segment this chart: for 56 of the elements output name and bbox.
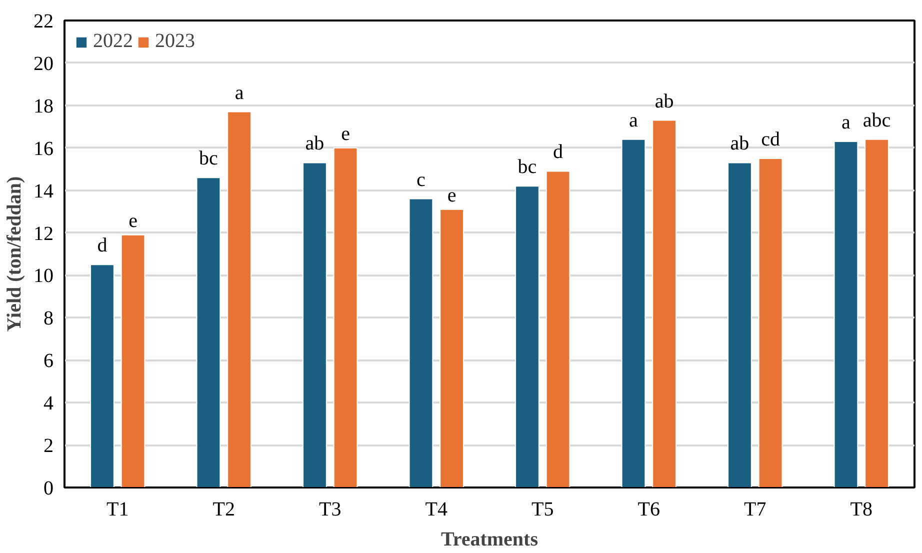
y-tick-label: 8 [44, 308, 54, 330]
data-label: ab [305, 132, 324, 155]
y-tick-label: 18 [34, 95, 54, 118]
bar [728, 162, 752, 488]
x-axis-title: Treatments [440, 528, 538, 550]
bar [302, 162, 327, 488]
bar [515, 186, 540, 488]
x-tick-label: T1 [106, 498, 129, 520]
x-tick-label: T5 [532, 498, 554, 520]
data-label: cd [761, 128, 780, 150]
data-label: abc [862, 109, 891, 132]
data-label: d [553, 141, 564, 164]
data-label: e [447, 184, 456, 206]
x-tick-label: T4 [425, 498, 448, 520]
bar [90, 264, 114, 488]
data-label: bc [199, 148, 218, 170]
x-tick-label: T7 [744, 498, 766, 520]
legend-label: 2022 [93, 30, 133, 53]
data-label: a [234, 82, 244, 104]
bar [120, 234, 146, 488]
y-tick-label: 16 [34, 138, 54, 160]
y-axis-title: Yield (ton/feddan) [4, 176, 26, 332]
bar [834, 140, 858, 488]
bar [546, 170, 570, 488]
y-tick-label: 22 [34, 10, 54, 32]
bar [758, 158, 783, 488]
data-label: a [629, 109, 638, 132]
y-tick-label: 4 [44, 392, 54, 415]
x-tick-label: T3 [319, 498, 342, 520]
y-tick-label: 14 [34, 180, 54, 202]
data-label: d [97, 234, 108, 257]
y-tick-label: 20 [34, 52, 54, 75]
bar [652, 120, 676, 488]
legend-label: 2023 [155, 30, 195, 53]
data-label: ab [730, 132, 750, 155]
bar [408, 198, 434, 488]
y-tick-label: 0 [44, 478, 54, 500]
y-tick-label: 12 [34, 222, 54, 245]
data-label: a [842, 111, 851, 134]
y-tick-label: 2 [44, 435, 54, 458]
x-tick-label: T8 [850, 498, 872, 520]
bar [440, 208, 464, 488]
y-tick-label: 10 [34, 265, 54, 288]
data-label: e [128, 210, 138, 232]
data-label: bc [518, 156, 537, 178]
bar [196, 177, 221, 488]
bar [864, 138, 889, 488]
data-label: c [416, 168, 426, 191]
data-label: ab [654, 90, 674, 112]
x-tick-label: T2 [212, 498, 235, 520]
bar [227, 111, 252, 488]
y-tick-label: 6 [44, 350, 54, 372]
x-tick-label: T6 [638, 498, 660, 520]
bar [333, 147, 358, 488]
data-label: e [341, 122, 350, 145]
bar [621, 138, 646, 488]
